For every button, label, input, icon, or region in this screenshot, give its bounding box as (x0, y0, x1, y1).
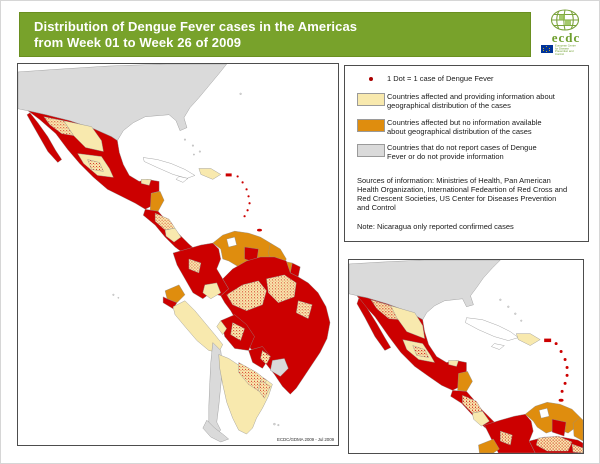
legend-dot-label: 1 Dot = 1 case of Dengue Fever (387, 74, 494, 83)
legend-swatch-affected-with-info (357, 93, 385, 106)
inset-mexico (356, 295, 467, 391)
title-bar: Distribution of Dengue Fever cases in th… (19, 12, 531, 57)
note-text: Note: Nicaragua only reported confirmed … (357, 222, 514, 231)
map-attribution: ECDC/GDMA 2009 - Jul 2009 (276, 437, 334, 442)
legend-dot-icon (369, 77, 373, 81)
central-america-region (142, 191, 202, 261)
legend-label-not-reporting: Countries that do not report cases of De… (387, 143, 537, 161)
globe-icon (550, 9, 580, 31)
legend-label-affected-no-info: Countries affected but no information av… (387, 118, 542, 136)
page-title-line1: Distribution of Dengue Fever cases in th… (34, 19, 358, 34)
legend-swatch-affected-no-info (357, 119, 385, 132)
inset-map (348, 259, 584, 454)
legend-swatch-not-reporting (357, 144, 385, 157)
main-map: ECDC/GDMA 2009 - Jul 2009 (17, 63, 339, 446)
page-title-line2: from Week 01 to Week 26 of 2009 (34, 35, 242, 50)
south-america-region (112, 230, 331, 443)
inset-caribbean (465, 317, 569, 402)
ecdc-wordmark: ecdc (551, 30, 581, 45)
main-map-svg (18, 64, 331, 443)
sources-text: Sources of information: Ministries of He… (357, 176, 568, 212)
mexico-region (26, 110, 160, 210)
inset-south-america (478, 402, 583, 453)
caribbean-region (142, 157, 262, 232)
legend-box: 1 Dot = 1 case of Dengue Fever Countries… (344, 65, 589, 242)
north-america-gray-region (18, 64, 242, 156)
eu-flag-icon (541, 45, 553, 53)
ecdc-logo: ecdc European Centre for Disease Prevent… (535, 8, 597, 58)
logo-subtext: European Centre for Disease Prevention a… (555, 44, 576, 56)
inset-map-svg (349, 260, 583, 453)
legend-label-affected-with-info: Countries affected and providing informa… (387, 92, 555, 110)
